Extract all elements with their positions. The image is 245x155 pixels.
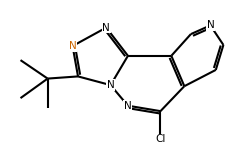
Text: N: N [107, 80, 114, 90]
Text: Cl: Cl [155, 134, 166, 144]
Text: N: N [69, 41, 76, 51]
Text: N: N [102, 23, 110, 33]
Text: N: N [207, 20, 214, 30]
Text: N: N [124, 101, 132, 111]
